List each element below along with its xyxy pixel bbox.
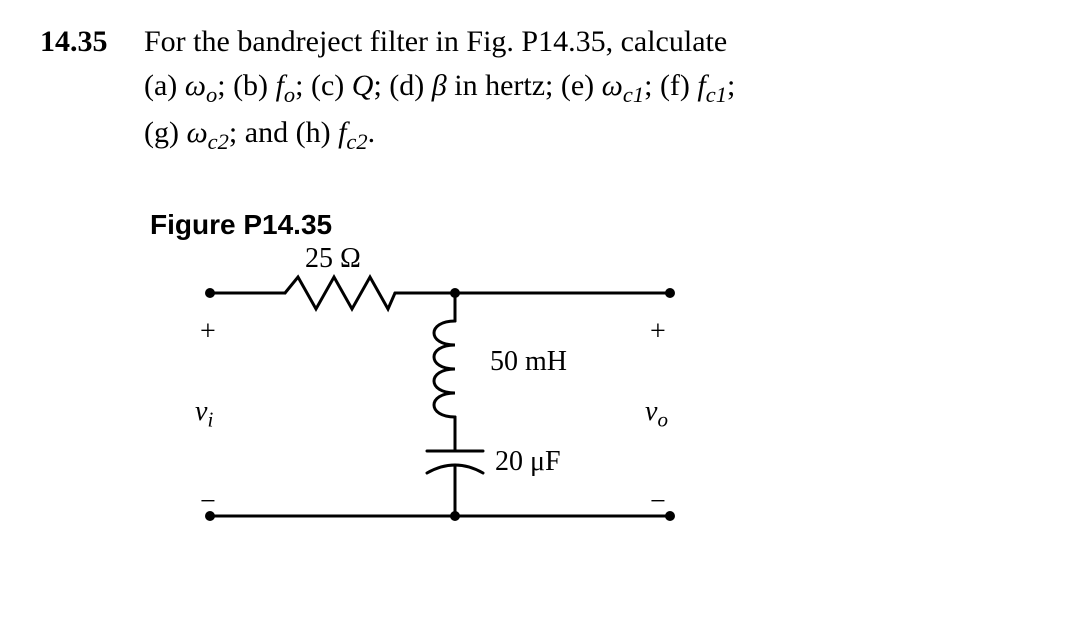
omega-o-sub: o	[206, 82, 217, 107]
part-d-label: ; (d)	[373, 69, 431, 102]
part-h-label: ; and (h)	[229, 116, 338, 149]
q-symbol: Q	[352, 69, 374, 102]
circuit-diagram: 25 Ω 50 mH 20 μF + + vi vo − −	[190, 251, 750, 551]
figure-label: Figure P14.35	[150, 209, 1036, 241]
vo-minus: −	[650, 486, 666, 518]
part-e-label: in hertz; (e)	[447, 69, 602, 102]
omega-c2: ω	[186, 116, 207, 149]
vi-label: vi	[195, 396, 213, 433]
part-a-label: (a)	[144, 69, 185, 102]
part-b-label: ; (b)	[217, 69, 275, 102]
vo-sub: o	[657, 407, 668, 431]
vi-plus: +	[200, 316, 216, 348]
f-o-sub: o	[284, 82, 295, 107]
vo-label: vo	[645, 396, 668, 433]
problem-text: For the bandreject filter in Fig. P14.35…	[144, 20, 1014, 159]
omega-c1-sub: c1	[623, 82, 644, 107]
line2-end: ;	[727, 69, 735, 102]
beta-symbol: β	[432, 69, 447, 102]
line3-end: .	[368, 116, 376, 149]
omega-o: ω	[185, 69, 206, 102]
capacitor-label: 20 μF	[495, 446, 561, 478]
omega-c1: ω	[602, 69, 623, 102]
part-f-label: ; (f)	[644, 69, 697, 102]
vi-sub: i	[207, 407, 213, 431]
vo-plus: +	[650, 316, 666, 348]
vo-v: v	[645, 396, 657, 427]
resistor-label: 25 Ω	[305, 243, 361, 275]
f-o: f	[276, 69, 284, 102]
f-c2-sub: c2	[346, 129, 367, 154]
vi-minus: −	[200, 486, 216, 518]
inductor-label: 50 mH	[490, 346, 567, 378]
problem-number: 14.35	[40, 20, 140, 64]
part-c-label: ; (c)	[295, 69, 352, 102]
f-c1: f	[697, 69, 705, 102]
omega-c2-sub: c2	[208, 129, 229, 154]
f-c1-sub: c1	[706, 82, 727, 107]
text-line1: For the bandreject filter in Fig. P14.35…	[144, 25, 727, 58]
vi-v: v	[195, 396, 207, 427]
part-g-label: (g)	[144, 116, 186, 149]
